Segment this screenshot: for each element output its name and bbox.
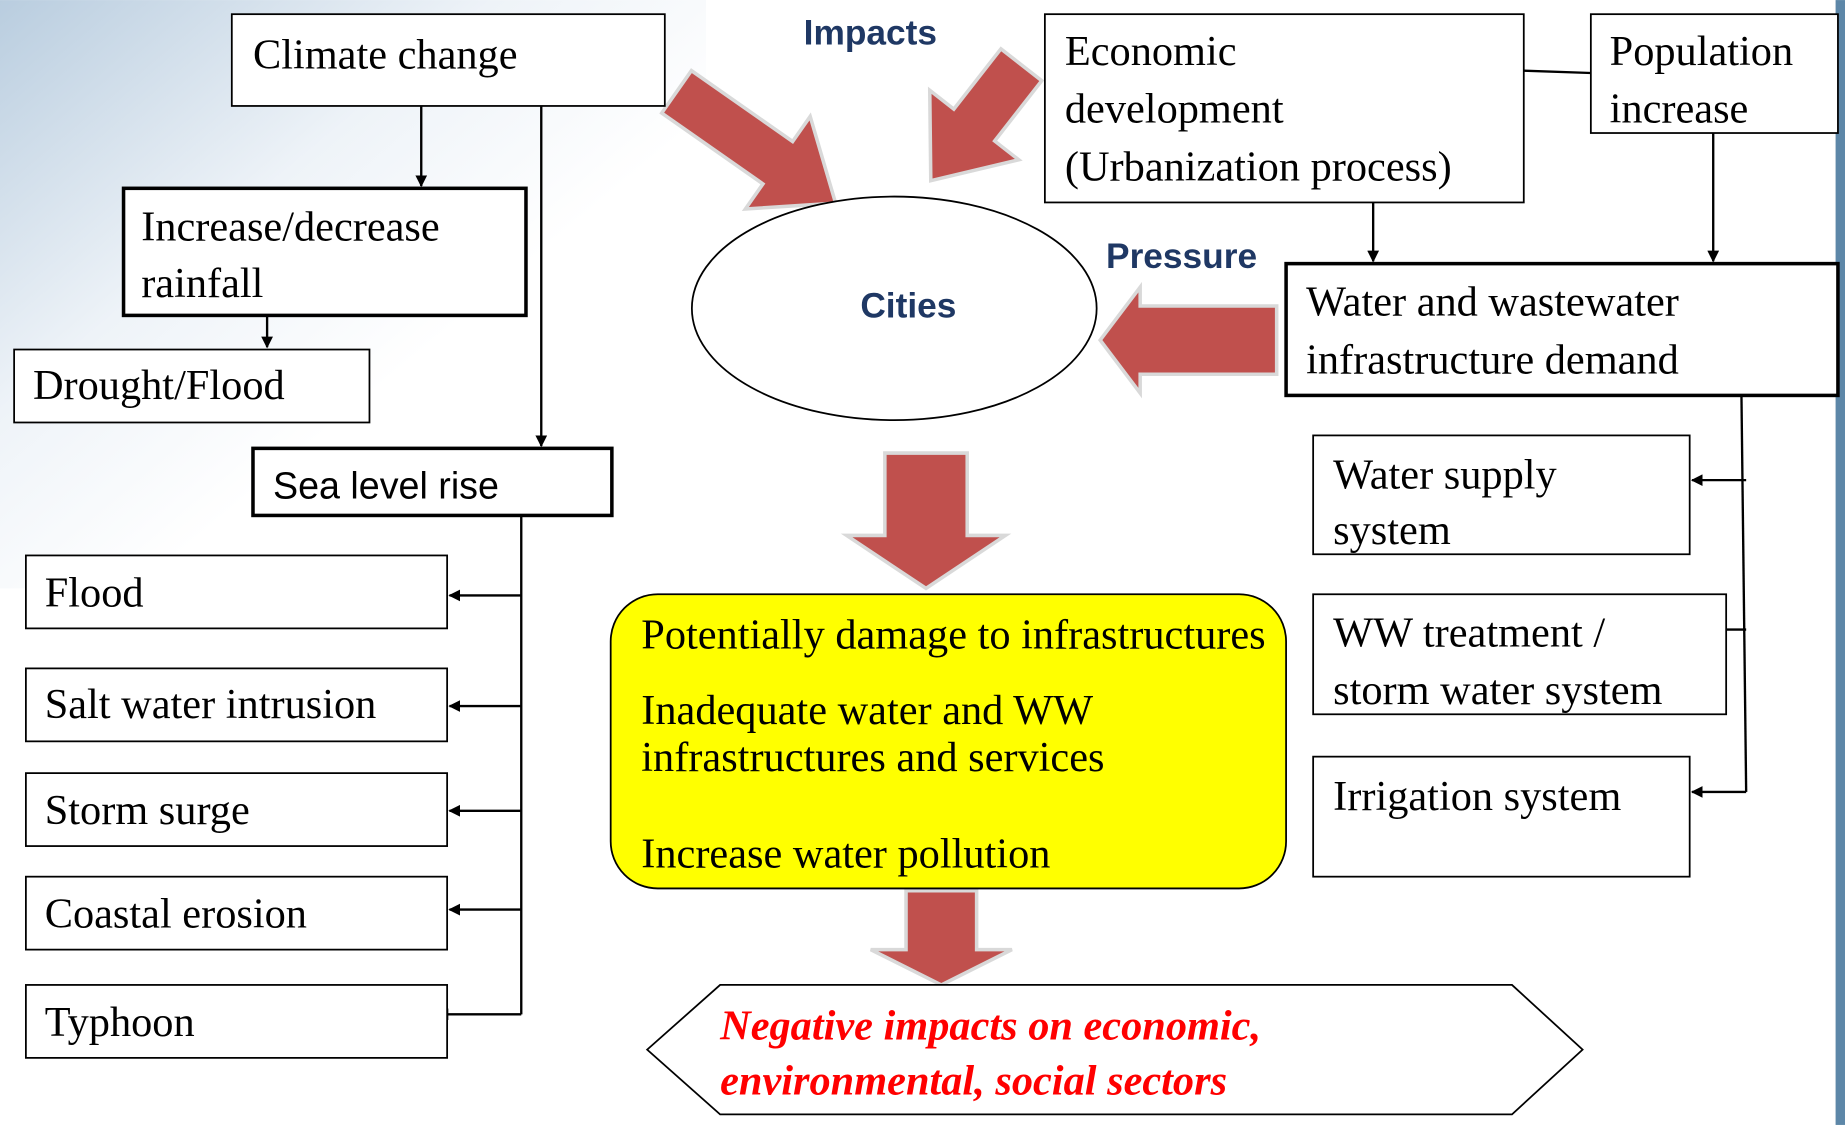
block-arrow	[886, 30, 1066, 215]
edge-bar	[1836, 0, 1845, 1125]
node-label: system	[1333, 507, 1451, 554]
node-label: Economic	[1065, 28, 1237, 75]
outcome-text: environmental, social sectors	[720, 1058, 1227, 1105]
node-label: Typhoon	[45, 999, 195, 1046]
block-arrow	[847, 453, 1006, 588]
effect-text: Increase water pollution	[641, 831, 1050, 878]
node-label: infrastructure demand	[1306, 336, 1679, 383]
node-label: Coastal erosion	[45, 891, 307, 938]
node-label: Increase/decrease	[141, 203, 440, 250]
effect-text: infrastructures and services	[641, 734, 1104, 781]
node-label: Drought/Flood	[33, 362, 285, 409]
node-label: WW treatment /	[1333, 609, 1605, 656]
block-arrow	[871, 891, 1012, 985]
node-label: Water and wastewater	[1306, 279, 1679, 326]
node-label: Sea level rise	[273, 464, 499, 506]
node-label: development	[1065, 86, 1284, 133]
impacts-label: Impacts	[804, 14, 937, 53]
node-label: storm water system	[1333, 667, 1662, 714]
node-label: (Urbanization process)	[1065, 143, 1452, 190]
effect-text: Inadequate water and WW	[641, 687, 1093, 734]
outcome-text: Negative impacts on economic,	[719, 1002, 1261, 1049]
node-label: Population	[1610, 28, 1794, 75]
node-label: Water supply	[1333, 452, 1557, 499]
node-label: Storm surge	[45, 787, 250, 834]
node-label: Irrigation system	[1333, 773, 1621, 820]
node-label: increase	[1610, 86, 1749, 133]
node-label: rainfall	[141, 260, 263, 307]
cities-label: Cities	[860, 287, 956, 326]
pressure-label: Pressure	[1106, 237, 1257, 276]
block-arrow	[1100, 287, 1276, 393]
diagram: Impacts Pressure Cities Climate change In…	[0, 0, 1845, 1125]
effect-text: Potentially damage to infrastructures	[641, 612, 1265, 659]
node-label: Flood	[45, 569, 144, 616]
node-label: Climate change	[253, 32, 518, 79]
node-label: Salt water intrusion	[45, 681, 377, 728]
